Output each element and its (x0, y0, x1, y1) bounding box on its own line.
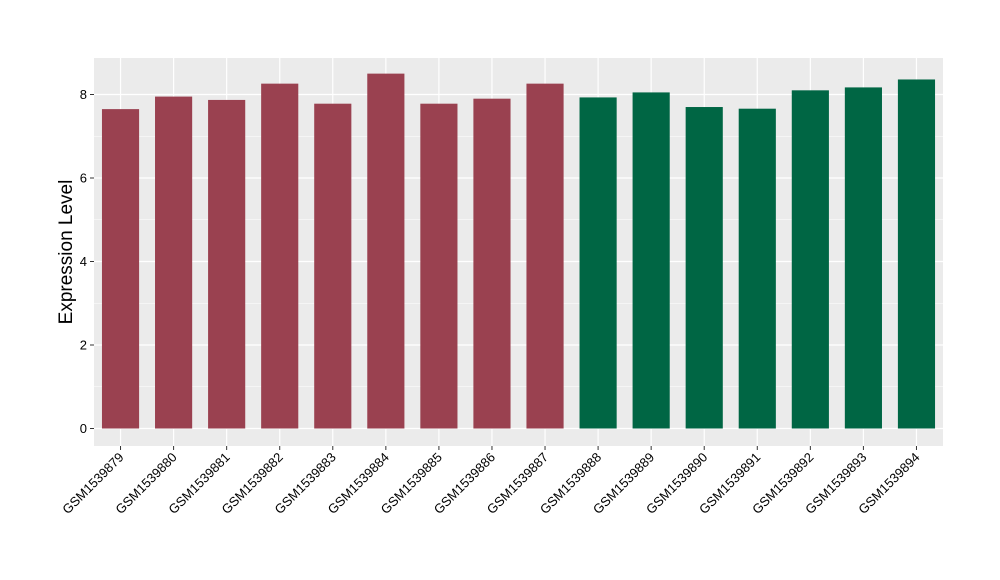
bar-GSM1539881 (208, 99, 246, 429)
y-tick-label: 2 (80, 338, 87, 353)
y-axis: 0 2 4 6 8 (80, 87, 94, 436)
bar-GSM1539880 (155, 96, 193, 429)
bar-GSM1539882 (261, 83, 299, 429)
y-tick-label: 8 (80, 87, 87, 102)
bar-GSM1539889 (632, 92, 670, 429)
bar-GSM1539891 (738, 108, 776, 429)
bar-GSM1539888 (579, 97, 617, 429)
bar-GSM1539886 (473, 98, 511, 429)
bar-GSM1539887 (526, 83, 564, 429)
bar-GSM1539890 (685, 107, 723, 429)
y-tick-label: 4 (80, 254, 87, 269)
bar-GSM1539893 (844, 87, 882, 429)
bars (101, 73, 936, 429)
x-axis: GSM1539879GSM1539880GSM1539881GSM1539882… (59, 446, 923, 517)
bar-GSM1539894 (897, 79, 936, 429)
bar-GSM1539884 (367, 73, 405, 429)
y-tick-label: 6 (80, 171, 87, 186)
y-axis-title: Expression Level (56, 180, 77, 325)
y-tick-label: 0 (80, 421, 87, 436)
bar-GSM1539879 (101, 109, 140, 429)
bar-GSM1539892 (791, 90, 829, 429)
bar-GSM1539883 (314, 103, 352, 429)
bar-GSM1539885 (420, 103, 458, 429)
